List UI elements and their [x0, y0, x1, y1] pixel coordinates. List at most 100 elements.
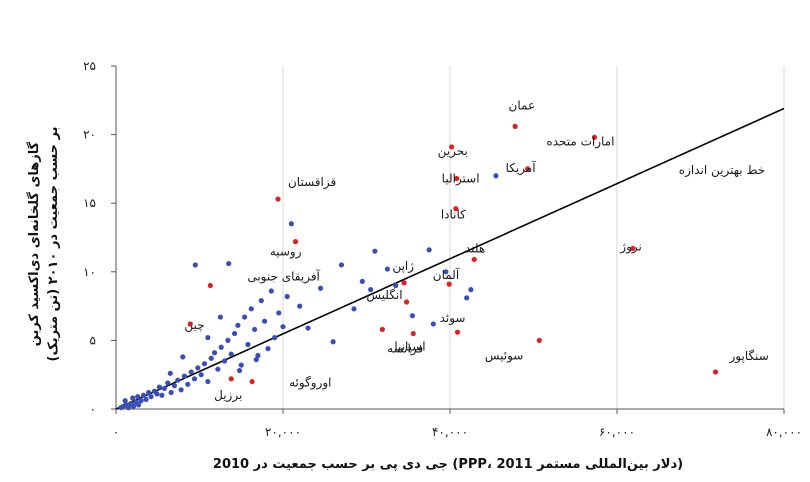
highlight-point — [446, 281, 452, 287]
data-point — [252, 326, 258, 333]
data-point — [218, 344, 224, 350]
data-point — [372, 248, 378, 254]
data-point — [135, 402, 142, 408]
trend-line-group — [115, 107, 785, 410]
data-point — [192, 262, 198, 268]
points — [118, 123, 719, 411]
x-tick-label: ۰ — [113, 425, 119, 439]
point-label: امارات متحده — [546, 134, 614, 149]
point-label: سوئد — [440, 311, 466, 326]
y-axis-title-line-2: بر حسب جمعیت در ۲۰۱۰ (تن متریک) — [46, 127, 61, 362]
x-tick-label: ۶۰,۰۰۰ — [599, 425, 635, 439]
data-point — [125, 405, 132, 411]
data-point — [368, 287, 374, 293]
data-point — [245, 341, 251, 348]
point-label: چین — [184, 318, 204, 333]
highlight-point — [471, 256, 477, 263]
highlight-point — [228, 376, 234, 382]
point-label: آلمان — [433, 267, 460, 282]
data-point — [384, 266, 390, 272]
data-point — [145, 389, 152, 396]
x-tick-label: ۸۰,۰۰۰ — [766, 425, 802, 439]
highlight-point — [453, 206, 459, 212]
y-tick-label: ۰ — [90, 402, 96, 416]
data-point — [140, 392, 147, 398]
data-point — [253, 357, 259, 363]
data-point — [191, 376, 198, 382]
data-point — [159, 392, 165, 398]
point-label: برزیل — [214, 388, 242, 403]
data-point — [297, 303, 303, 309]
data-point — [236, 367, 243, 374]
x-tick-label: ۴۰,۰۰۰ — [432, 425, 468, 439]
data-point — [265, 346, 271, 352]
point-label: عمان — [509, 98, 536, 112]
data-point — [175, 377, 181, 383]
data-point — [195, 365, 201, 371]
data-point — [248, 306, 254, 312]
data-point — [165, 380, 171, 386]
highlight-point — [536, 337, 542, 343]
data-point — [225, 337, 231, 343]
data-point — [468, 287, 474, 293]
trend-line — [115, 107, 785, 410]
data-point — [258, 298, 264, 304]
point-label: آمریکا — [506, 160, 537, 176]
highlight-point — [591, 134, 598, 140]
data-point — [161, 385, 168, 392]
point-label: هلند — [465, 241, 485, 255]
point-label: ژاپن — [392, 259, 414, 274]
highlight-point — [401, 280, 407, 286]
point-label: نروژ — [619, 239, 642, 254]
data-point — [171, 383, 178, 389]
axes: ۰ ۲۰,۰۰۰ ۴۰,۰۰۰ ۶۰,۰۰۰ ۸۰,۰۰۰ ۰ ۵ ۱۰ ۱۵ ۲۰ ۲۵ — [83, 59, 802, 439]
point-label: کانادا — [441, 208, 466, 222]
highlight-point — [712, 369, 719, 375]
highlight-point — [249, 378, 255, 385]
data-point — [443, 269, 449, 275]
data-point — [317, 285, 324, 291]
highlight-point — [275, 196, 281, 202]
y-tick-label: ۱۰ — [83, 265, 96, 279]
data-point — [393, 282, 399, 289]
point-label: روسیه — [270, 245, 302, 260]
data-point — [276, 310, 282, 316]
data-point — [168, 389, 174, 396]
data-point — [201, 361, 208, 367]
data-point — [272, 335, 278, 341]
highlight-point — [512, 123, 518, 129]
data-point — [231, 330, 238, 337]
data-point — [154, 391, 160, 397]
data-point — [493, 173, 499, 179]
data-point — [359, 278, 365, 285]
y-axis-title-line-1: گازهای گلخانه‌ای دی‌اکسید کربن — [26, 141, 42, 346]
data-point — [167, 370, 173, 376]
data-point — [226, 260, 232, 267]
data-point — [238, 362, 244, 368]
data-point — [143, 396, 149, 402]
data-point — [156, 384, 163, 390]
data-point — [255, 352, 261, 359]
data-point — [178, 387, 184, 393]
data-point — [235, 322, 241, 328]
data-point — [262, 318, 268, 324]
data-point — [148, 394, 154, 400]
data-point — [181, 373, 188, 379]
highlight-point — [449, 144, 455, 150]
highlight-point — [187, 321, 193, 327]
data-point — [198, 372, 204, 378]
data-point — [217, 314, 223, 320]
highlight-point — [525, 166, 531, 172]
data-point — [409, 313, 416, 319]
data-point — [188, 369, 194, 375]
x-axis-title: (دلار بین‌المللی مستمر 2011 ،PPP) جی دی … — [213, 457, 683, 472]
data-point — [338, 262, 345, 268]
point-label: سوئیس — [485, 348, 524, 363]
data-point — [430, 321, 436, 327]
data-point — [185, 381, 191, 387]
data-point — [288, 221, 294, 227]
data-point — [122, 398, 128, 404]
data-point — [464, 295, 470, 301]
point-label: اوروگوئه — [289, 376, 331, 391]
